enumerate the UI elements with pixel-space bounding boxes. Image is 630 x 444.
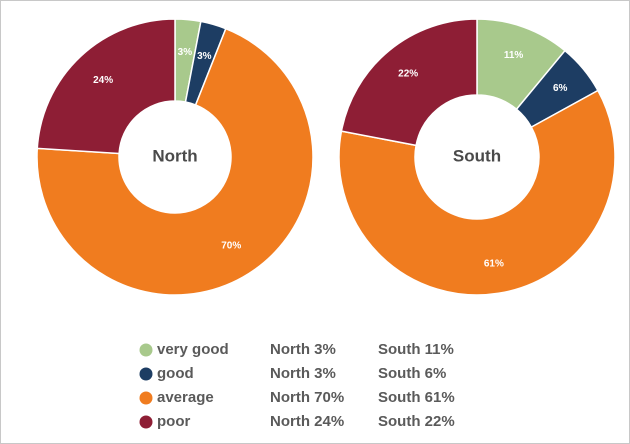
legend-label: good: [157, 365, 194, 382]
slice-label: 11%: [504, 50, 524, 61]
slice-label: 6%: [553, 83, 568, 94]
donut-slice: [338, 89, 616, 296]
slice-label: 3%: [178, 47, 193, 58]
legend-chart-name: South: [378, 389, 421, 406]
legend-label: poor: [157, 413, 190, 430]
legend-marker: [139, 415, 153, 429]
legend-percent: 24%: [314, 413, 344, 430]
legend-value: North 3%: [270, 365, 336, 382]
legend-chart-name: North: [270, 365, 310, 382]
legend-value: South 11%: [378, 341, 454, 358]
legend-label: average: [157, 389, 214, 406]
donut-slice: [36, 27, 314, 296]
slice-label: 24%: [93, 75, 113, 86]
legend-label: very good: [157, 341, 229, 358]
legend-percent: 3%: [314, 365, 336, 382]
legend-chart-name: South: [378, 413, 421, 430]
slice-label: 61%: [484, 258, 504, 269]
legend-value: North 24%: [270, 413, 344, 430]
legend-chart-name: North: [270, 389, 310, 406]
legend-chart-name: North: [270, 341, 310, 358]
legend-value: North 3%: [270, 341, 336, 358]
slice-label: 70%: [221, 240, 241, 251]
legend-percent: 11%: [425, 341, 454, 358]
legend-percent: 6%: [425, 365, 447, 382]
legend-percent: 3%: [314, 341, 336, 358]
legend-value: South 6%: [378, 365, 446, 382]
legend-value: North 70%: [270, 389, 344, 406]
legend-chart-name: North: [270, 413, 310, 430]
slice-label: 3%: [197, 51, 212, 62]
slice-label: 22%: [398, 68, 418, 79]
legend-percent: 70%: [314, 389, 344, 406]
legend-percent: 61%: [425, 389, 455, 406]
donut-slice: [36, 18, 176, 155]
legend-value: South 61%: [378, 389, 455, 406]
donut-slice: [340, 18, 478, 147]
legend-marker: [139, 391, 153, 405]
legend-marker: [139, 367, 153, 381]
center-label: South: [453, 146, 501, 165]
legend-chart-name: South: [378, 341, 421, 358]
legend-value: South 22%: [378, 413, 455, 430]
legend-marker: [139, 343, 153, 357]
legend-chart-name: South: [378, 365, 421, 382]
legend-percent: 22%: [425, 413, 455, 430]
center-label: North: [152, 146, 197, 165]
